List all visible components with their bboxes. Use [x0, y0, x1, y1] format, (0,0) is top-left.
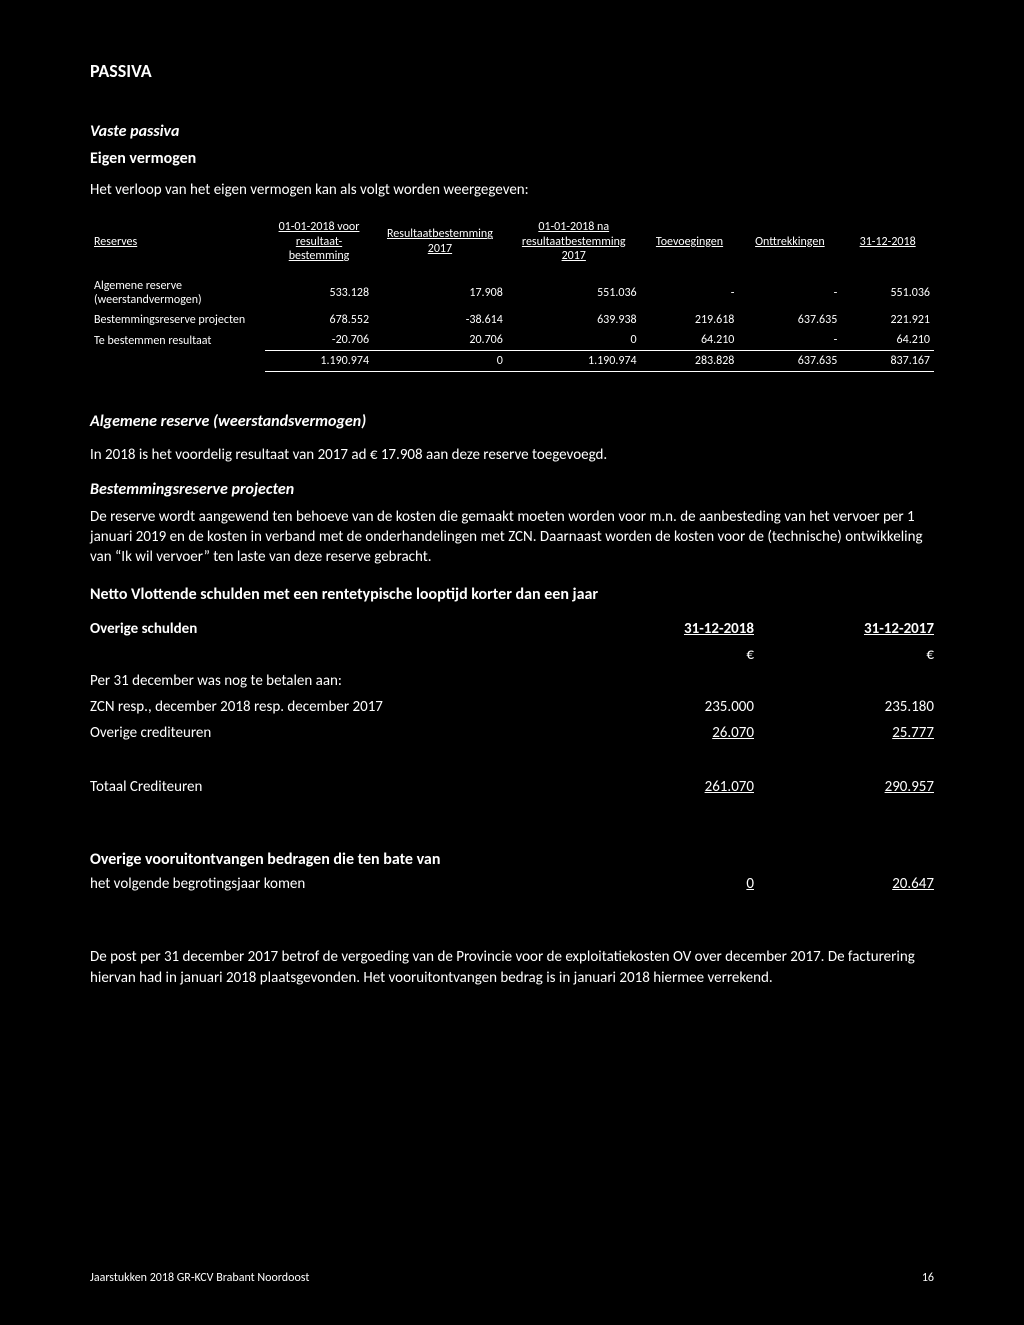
debts-row2-label: Overige crediteuren: [90, 720, 614, 746]
cell: 637.635: [738, 351, 841, 372]
subheading-algemene-reserve: Algemene reserve (weerstandsvermogen): [90, 412, 934, 431]
reserves-header-col1: 01-01-2018 voor resultaat- bestemming: [265, 218, 373, 265]
cell: 533.128: [265, 265, 373, 310]
intro-paragraph: Het verloop van het eigen vermogen kan a…: [90, 180, 934, 200]
subheading-bestemmingsreserve: Bestemmingsreserve projecten: [90, 480, 934, 499]
subheading-eigen-vermogen: Eigen vermogen: [90, 149, 934, 168]
cell: 0: [373, 351, 507, 372]
cell: 0: [507, 330, 641, 351]
vooruit-table: het volgende begrotingsjaar komen 0 20.6…: [90, 871, 934, 897]
debts-heading: Netto Vlottende schulden met een rentety…: [90, 585, 934, 604]
currency-symbol: €: [774, 642, 934, 668]
debts-row1-v2: 235.180: [774, 694, 934, 720]
cell: 221.921: [841, 310, 934, 330]
page-title: PASSIVA: [90, 60, 934, 82]
cell: -: [738, 265, 841, 310]
reserves-header-col3: 01-01-2018 na resultaatbestemming 2017: [507, 218, 641, 265]
table-row: Te bestemmen resultaat -20.706 20.706 0 …: [90, 330, 934, 351]
vooruit-v2: 20.647: [774, 871, 934, 897]
cell: 551.036: [507, 265, 641, 310]
cell: 551.036: [841, 265, 934, 310]
algemene-reserve-text: In 2018 is het voordelig resultaat van 2…: [90, 445, 934, 465]
cell: 1.190.974: [265, 351, 373, 372]
cell: 17.908: [373, 265, 507, 310]
cell-label: Algemene reserve (weerstandvermogen): [90, 265, 265, 310]
cell: 1.190.974: [507, 351, 641, 372]
footer-left: Jaarstukken 2018 GR-KCV Brabant Noordoos…: [90, 1271, 309, 1285]
debts-row1-v1: 235.000: [614, 694, 774, 720]
debts-date-1: 31-12-2018: [614, 616, 774, 642]
debts-table: Overige schulden 31-12-2018 31-12-2017 €…: [90, 616, 934, 800]
debts-row2-v2: 25.777: [774, 720, 934, 746]
cell: 64.210: [841, 330, 934, 351]
cell: 639.938: [507, 310, 641, 330]
footer-page-number: 16: [922, 1271, 934, 1285]
debts-total-v2: 290.957: [774, 774, 934, 800]
debts-total-label: Totaal Crediteuren: [90, 774, 614, 800]
cell: -38.614: [373, 310, 507, 330]
cell-label: [90, 351, 265, 372]
reserves-header-col0: Reserves: [90, 218, 265, 265]
reserves-table: Reserves 01-01-2018 voor resultaat- best…: [90, 218, 934, 372]
page-footer: Jaarstukken 2018 GR-KCV Brabant Noordoos…: [90, 1271, 934, 1285]
cell-label: Te bestemmen resultaat: [90, 330, 265, 351]
debts-subheading: Overige schulden: [90, 616, 614, 642]
debts-total-v1: 261.070: [614, 774, 774, 800]
vooruit-heading2: het volgende begrotingsjaar komen: [90, 871, 614, 897]
debts-row1-label: ZCN resp., december 2018 resp. december …: [90, 694, 614, 720]
debts-row2-v1: 26.070: [614, 720, 774, 746]
cell-label: Bestemmingsreserve projecten: [90, 310, 265, 330]
cell: 678.552: [265, 310, 373, 330]
debts-date-2: 31-12-2017: [774, 616, 934, 642]
per-31-text: Per 31 december was nog te betalen aan:: [90, 668, 614, 694]
table-row: Bestemmingsreserve projecten 678.552 -38…: [90, 310, 934, 330]
cell: -: [641, 265, 739, 310]
vooruit-heading1: Overige vooruitontvangen bedragen die te…: [90, 850, 934, 869]
cell: 283.828: [641, 351, 739, 372]
cell: -: [738, 330, 841, 351]
reserves-header-col5: Onttrekkingen: [738, 218, 841, 265]
subheading-vaste-passiva: Vaste passiva: [90, 122, 934, 141]
cell: 837.167: [841, 351, 934, 372]
cell: -20.706: [265, 330, 373, 351]
table-row: Algemene reserve (weerstandvermogen) 533…: [90, 265, 934, 310]
reserves-header-col2: Resultaatbestemming 2017: [373, 218, 507, 265]
vooruit-v1: 0: [614, 871, 774, 897]
vooruit-text: De post per 31 december 2017 betrof de v…: [90, 947, 934, 988]
cell: 64.210: [641, 330, 739, 351]
table-total-row: 1.190.974 0 1.190.974 283.828 637.635 83…: [90, 351, 934, 372]
currency-symbol: €: [614, 642, 774, 668]
cell: 20.706: [373, 330, 507, 351]
bestemmingsreserve-text: De reserve wordt aangewend ten behoeve v…: [90, 507, 934, 568]
cell: 637.635: [738, 310, 841, 330]
reserves-header-col6: 31-12-2018: [841, 218, 934, 265]
cell: 219.618: [641, 310, 739, 330]
reserves-header-col4: Toevoegingen: [641, 218, 739, 265]
